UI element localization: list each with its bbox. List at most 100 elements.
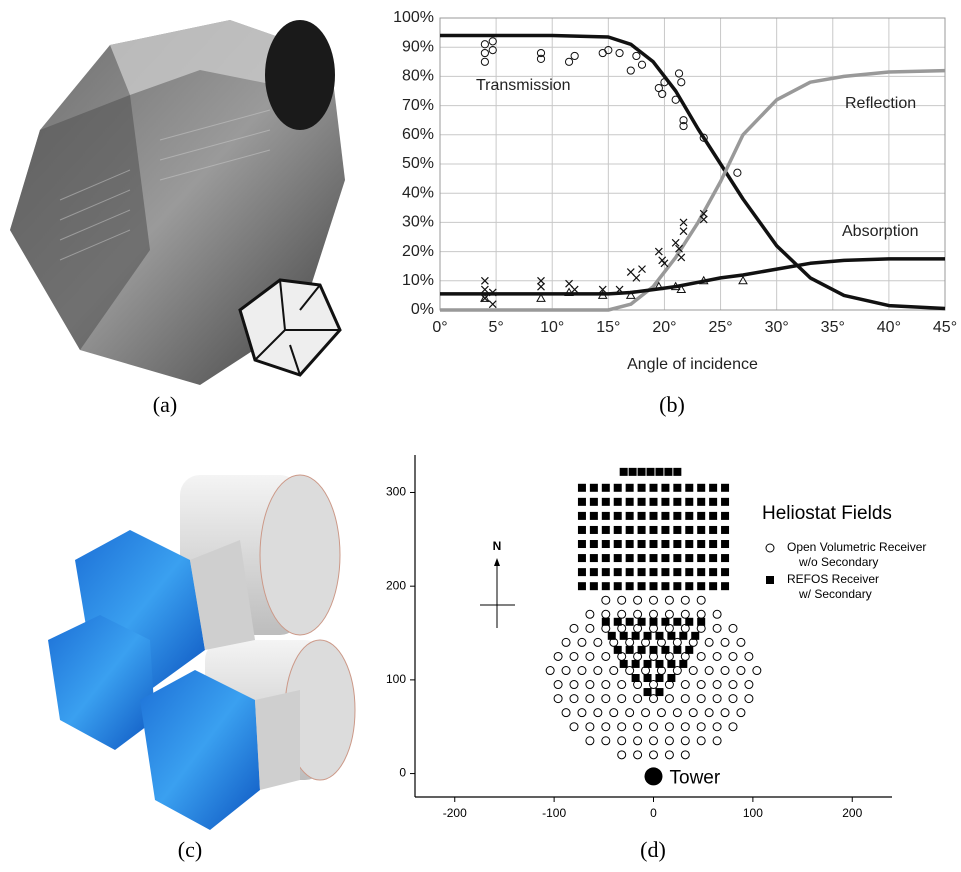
series-label: Absorption	[842, 223, 919, 240]
north-label: N	[493, 539, 502, 553]
caption: (d)	[640, 837, 666, 862]
data-point	[685, 582, 693, 590]
data-point	[586, 723, 594, 731]
data-point	[586, 610, 594, 618]
data-point	[709, 540, 717, 548]
y-tick-label: 300	[386, 485, 406, 499]
data-point	[644, 660, 652, 668]
y-tick-label: 50%	[402, 155, 434, 172]
data-point	[721, 554, 729, 562]
x-tick-label: 5°	[488, 319, 503, 336]
data-point	[618, 695, 626, 703]
data-point	[638, 568, 646, 576]
data-point	[614, 484, 622, 492]
data-point	[620, 468, 628, 476]
data-point	[689, 667, 697, 675]
data-point	[638, 498, 646, 506]
data-point	[590, 526, 598, 534]
series-label: Reflection	[845, 95, 916, 112]
arrow-head	[494, 558, 500, 566]
y-tick-label: 20%	[402, 243, 434, 260]
data-point	[685, 618, 693, 626]
data-point	[554, 652, 562, 660]
data-point	[602, 596, 610, 604]
data-point	[638, 61, 645, 68]
data-point	[638, 526, 646, 534]
legend-title: Heliostat Fields	[762, 503, 892, 524]
data-point	[673, 709, 681, 717]
data-point	[602, 540, 610, 548]
data-point	[618, 681, 626, 689]
data-point	[661, 512, 669, 520]
line	[440, 259, 945, 294]
data-point	[590, 540, 598, 548]
x-tick-label: 20°	[652, 319, 676, 336]
legend-marker	[766, 544, 774, 552]
data-point	[594, 667, 602, 675]
data-point	[709, 498, 717, 506]
data-point	[661, 568, 669, 576]
data-point	[632, 674, 640, 682]
data-point	[681, 610, 689, 618]
data-point	[737, 709, 745, 717]
data-point	[602, 498, 610, 506]
data-point	[713, 610, 721, 618]
data-point	[729, 695, 737, 703]
x-tick-label: 15°	[596, 319, 620, 336]
data-point	[681, 723, 689, 731]
data-point	[626, 618, 634, 626]
data-point	[594, 638, 602, 646]
data-point	[697, 723, 705, 731]
tower-label: Tower	[670, 767, 721, 788]
x-tick-label: 45°	[933, 319, 957, 336]
data-point	[614, 554, 622, 562]
data-point	[679, 660, 687, 668]
data-point	[578, 484, 586, 492]
data-point	[685, 554, 693, 562]
x-axis-label: Angle of incidence	[627, 356, 758, 373]
data-point	[650, 723, 658, 731]
x-tick-label: 0	[650, 806, 657, 820]
data-point	[672, 96, 679, 103]
data-point	[586, 624, 594, 632]
data-point	[570, 624, 578, 632]
data-point	[650, 737, 658, 745]
data-point	[590, 568, 598, 576]
data-point	[642, 709, 650, 717]
data-point	[614, 646, 622, 654]
data-point	[590, 498, 598, 506]
data-point	[673, 512, 681, 520]
data-point	[602, 512, 610, 520]
data-point	[737, 667, 745, 675]
data-point	[691, 632, 699, 640]
data-point	[673, 618, 681, 626]
data-point	[590, 554, 598, 562]
data-point	[697, 484, 705, 492]
data-point	[657, 709, 665, 717]
x-tick-label: 30°	[765, 319, 789, 336]
data-point	[602, 695, 610, 703]
data-point	[721, 667, 729, 675]
data-point	[602, 526, 610, 534]
data-point	[697, 554, 705, 562]
data-point	[578, 512, 586, 520]
data-point	[729, 723, 737, 731]
data-point	[713, 681, 721, 689]
y-tick-label: 200	[386, 578, 406, 592]
data-point	[697, 568, 705, 576]
data-point	[709, 554, 717, 562]
data-point	[608, 632, 616, 640]
data-point	[681, 751, 689, 759]
data-point	[570, 723, 578, 731]
data-point	[590, 512, 598, 520]
data-point	[737, 638, 745, 646]
y-tick-label: 60%	[402, 126, 434, 143]
data-point	[586, 652, 594, 660]
data-point	[614, 498, 622, 506]
series-label: Transmission	[476, 77, 571, 94]
data-point	[602, 554, 610, 562]
data-point	[578, 709, 586, 717]
data-point	[602, 737, 610, 745]
x-tick-label: 100	[743, 806, 763, 820]
data-point	[562, 709, 570, 717]
